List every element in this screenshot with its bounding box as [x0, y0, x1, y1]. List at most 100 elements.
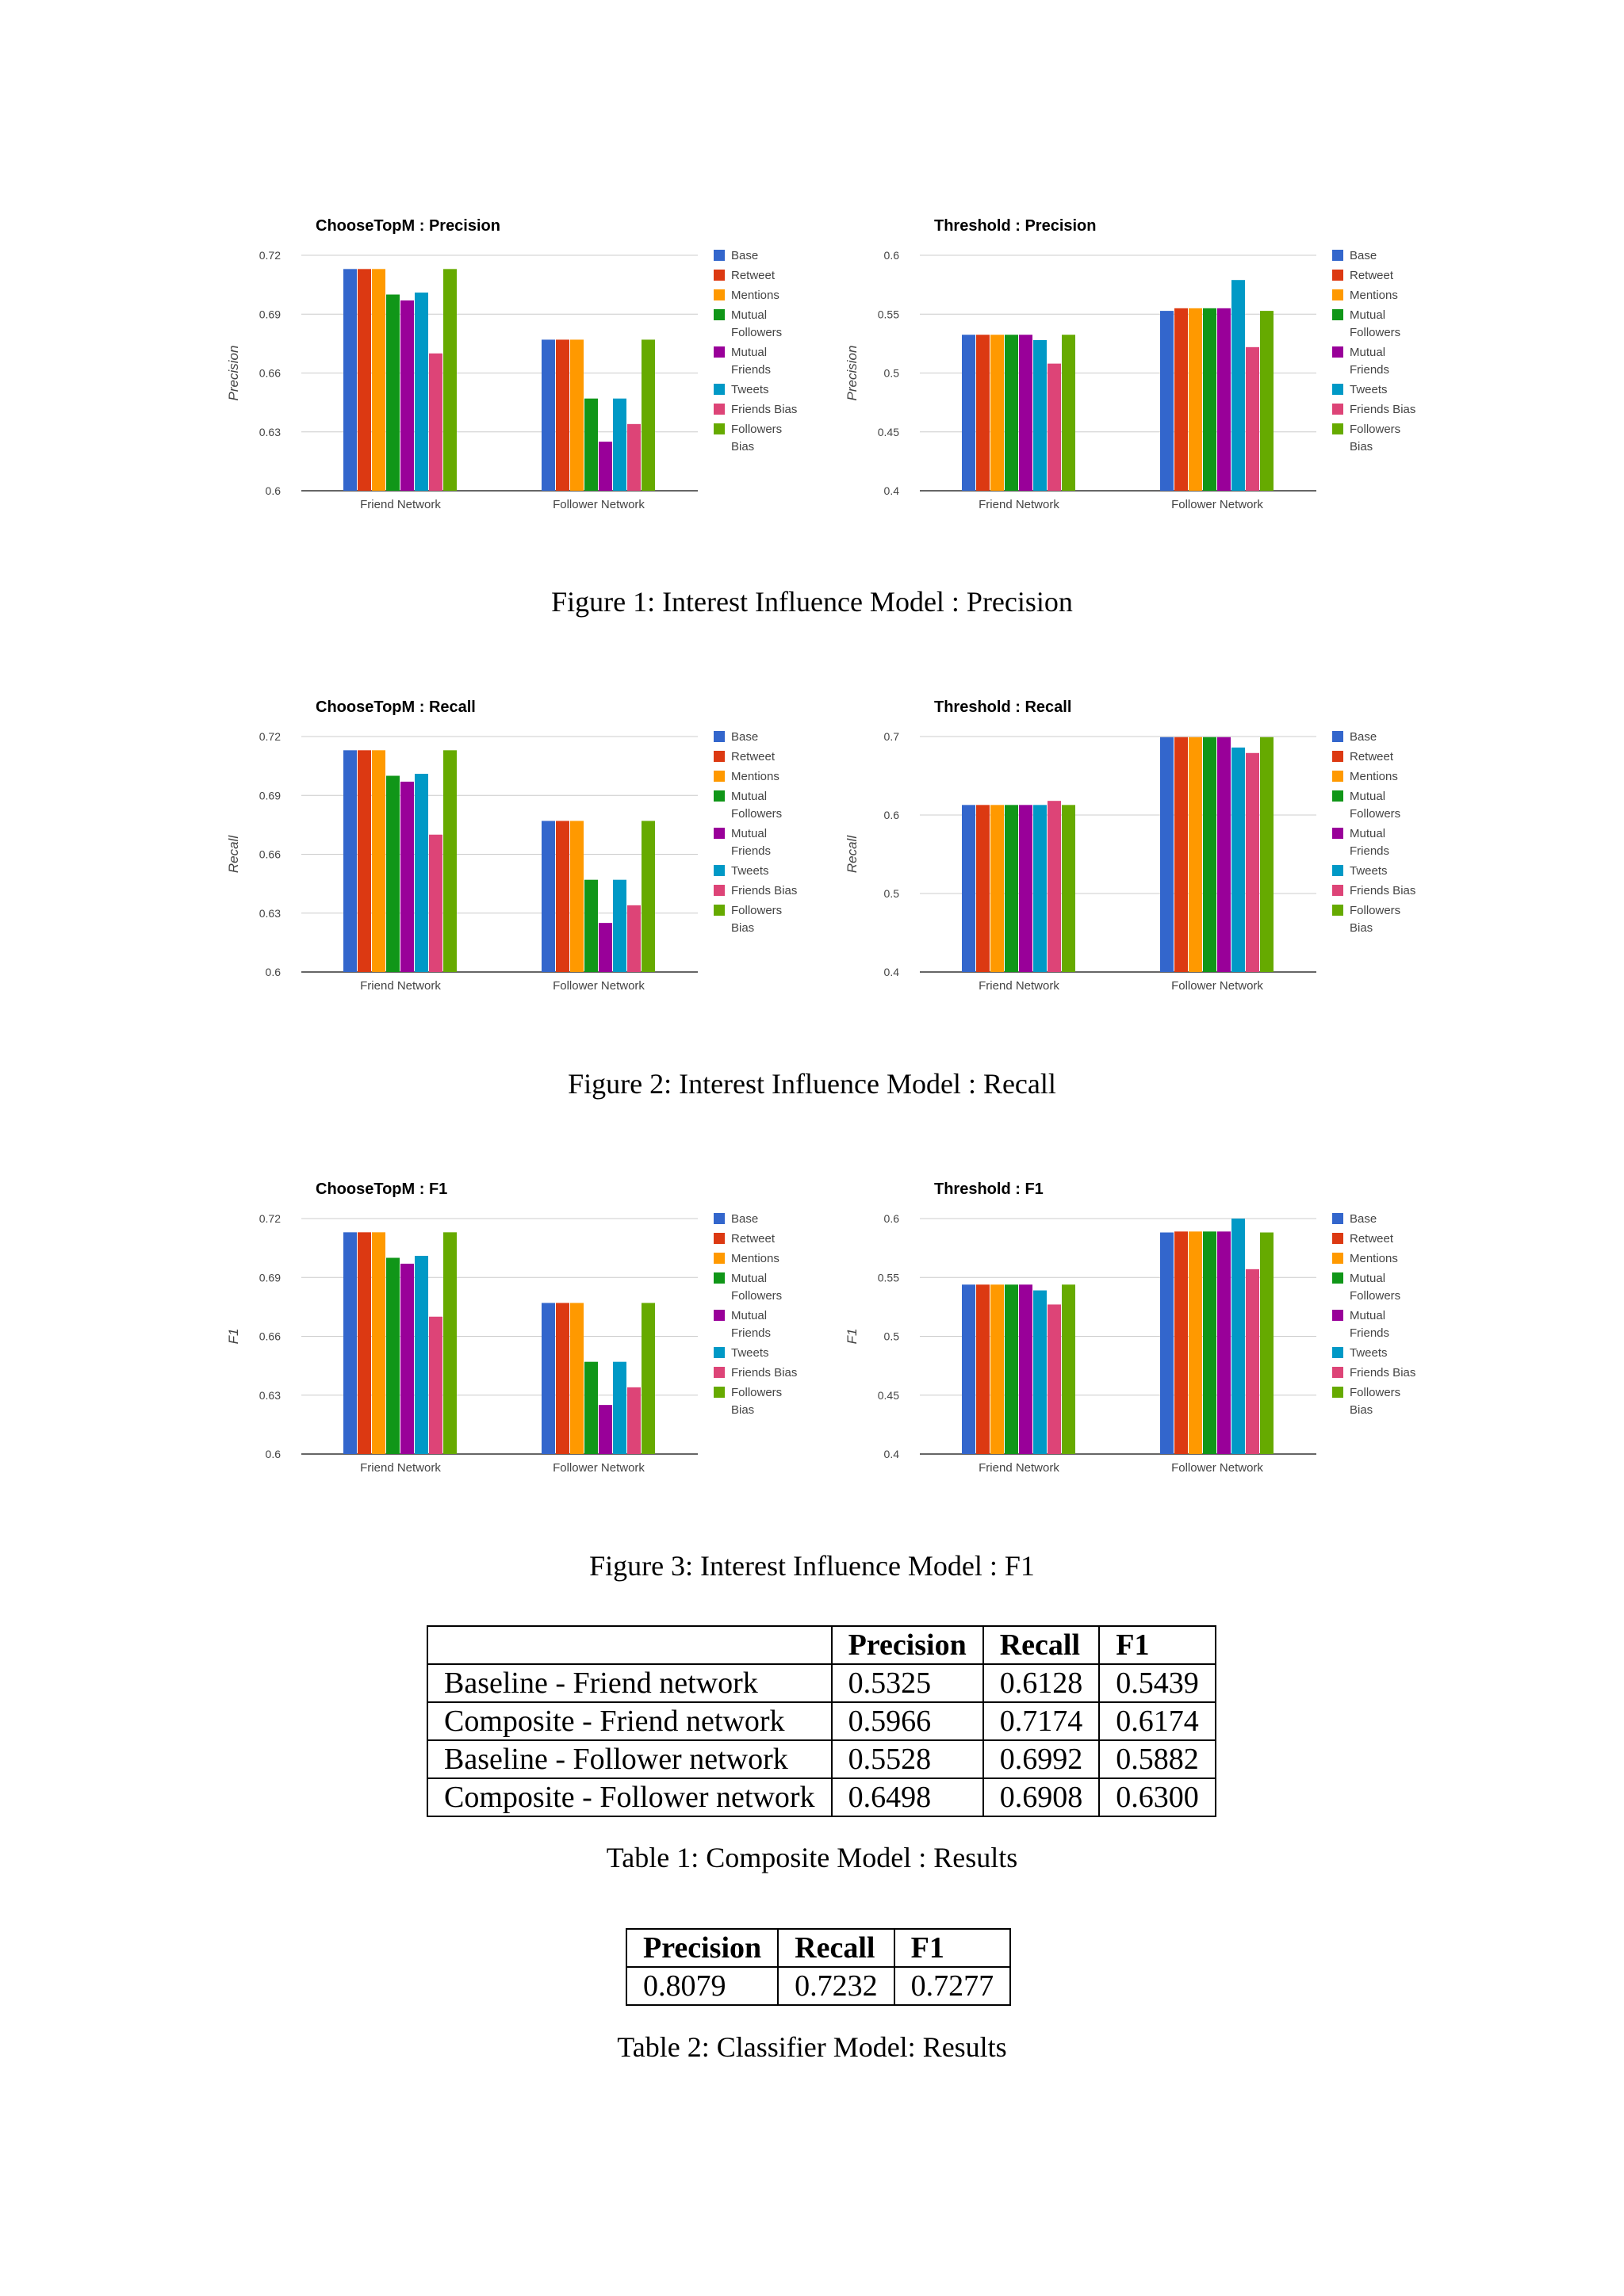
bar [542, 1303, 555, 1454]
bar [1048, 801, 1061, 972]
legend-label: Followers [1350, 904, 1400, 917]
bar [1033, 339, 1047, 491]
legend-label: Mutual [1350, 790, 1385, 803]
bar [642, 821, 655, 972]
bar [1231, 747, 1245, 972]
legend-label: Friends [1350, 1326, 1389, 1340]
table-2-caption: Table 2: Classifier Model: Results [617, 2031, 1007, 2063]
table-header-row: Precision Recall F1 [625, 1928, 1012, 1968]
y-tick-label: 0.7 [884, 730, 900, 743]
bar [1160, 737, 1174, 972]
legend-label: Tweets [731, 864, 769, 878]
legend-label: Followers [731, 807, 782, 821]
legend-swatch [1332, 384, 1343, 395]
table-cell: Composite - Follower network [427, 1777, 833, 1817]
y-tick-label: 0.72 [259, 249, 281, 262]
bar [1160, 1232, 1174, 1454]
bar [976, 1284, 990, 1454]
y-tick-label: 0.66 [259, 848, 281, 861]
y-tick-label: 0.6 [266, 1448, 282, 1460]
table-header-row: Precision Recall F1 [427, 1625, 1216, 1665]
chart-choosetopm-f1: ChooseTopM : F1 F1 0.6 0.63 0.66 0.69 0.72 Frie… [214, 1173, 864, 1530]
bar [1048, 363, 1061, 491]
legend-swatch [714, 771, 725, 782]
bar [429, 834, 442, 972]
chart-choosetopm-recall: ChooseTopM : Recall Recall 0.6 0.63 0.66 0.69… [214, 691, 864, 1048]
bar [400, 781, 414, 972]
legend-label: Mutual [1350, 308, 1385, 322]
legend-swatch [714, 1233, 725, 1244]
legend-label: Followers [1350, 807, 1400, 821]
bar [372, 269, 385, 491]
y-tick-label: 0.6 [266, 966, 282, 978]
table-header-cell: F1 [1098, 1625, 1216, 1665]
y-tick-label: 0.55 [878, 308, 899, 320]
bar [642, 339, 655, 491]
bar [1246, 346, 1259, 491]
table-1-caption: Table 1: Composite Model : Results [606, 1842, 1018, 1873]
legend-swatch [1332, 1347, 1343, 1358]
legend-swatch [1332, 423, 1343, 434]
legend-swatch [714, 790, 725, 802]
y-tick-label: 0.66 [259, 1330, 281, 1343]
y-tick-label: 0.45 [878, 426, 899, 438]
legend-label: Tweets [1350, 383, 1388, 396]
bar [627, 1387, 641, 1454]
legend-label: Followers [1350, 326, 1400, 339]
bar [1189, 737, 1202, 972]
bar [570, 339, 584, 491]
legend-swatch [1332, 885, 1343, 896]
legend-swatch [1332, 905, 1343, 916]
x-tick-label: Friend Network [979, 498, 1059, 511]
legend-label: Mentions [1350, 289, 1398, 302]
bar [443, 750, 457, 972]
bar [599, 1405, 612, 1454]
bar [1217, 308, 1231, 491]
legend-swatch [714, 1387, 725, 1398]
table-cell: Baseline - Follower network [427, 1739, 833, 1779]
legend-label: Followers [731, 326, 782, 339]
bar [962, 335, 975, 491]
legend-label: Friends [731, 1326, 771, 1340]
bar [613, 398, 626, 491]
y-tick-label: 0.6 [884, 809, 900, 821]
bar [1246, 752, 1259, 972]
bar [1019, 335, 1032, 491]
bar [415, 774, 428, 972]
legend-label: Bias [1350, 1403, 1373, 1417]
bar [570, 1303, 584, 1454]
bar [1246, 1269, 1259, 1454]
bar [343, 750, 357, 972]
legend-swatch [1332, 1310, 1343, 1321]
table-cell: Composite - Friend network [427, 1701, 833, 1741]
legend-label: Mutual [731, 1309, 767, 1322]
bar [429, 353, 442, 491]
chart-threshold-recall: Threshold : Recall Recall 0.4 0.5 0.6 0.7 Frie… [833, 691, 1483, 1048]
y-tick-label: 0.5 [884, 887, 900, 900]
table-cell: 0.6908 [982, 1777, 1101, 1817]
table-header-cell: Recall [982, 1625, 1101, 1665]
figure-1-caption: Figure 1: Interest Influence Model : Pre… [551, 586, 1073, 618]
legend-swatch [714, 309, 725, 320]
legend-swatch [714, 1253, 725, 1264]
bar [1062, 1284, 1075, 1454]
legend-label: Retweet [731, 750, 776, 763]
table-header-cell: F1 [893, 1928, 1012, 1968]
bar [976, 335, 990, 491]
bar [962, 805, 975, 972]
bar [556, 1303, 569, 1454]
y-tick-label: 0.72 [259, 730, 281, 743]
y-tick-label: 0.45 [878, 1389, 899, 1402]
legend-swatch [714, 270, 725, 281]
y-tick-label: 0.66 [259, 367, 281, 380]
legend-swatch [714, 828, 725, 839]
legend-swatch [1332, 270, 1343, 281]
bar [1203, 737, 1216, 972]
bar [1231, 1219, 1245, 1454]
y-tick-label: 0.63 [259, 907, 281, 920]
bar [1005, 335, 1018, 491]
bar [343, 1232, 357, 1454]
figure-2-caption: Figure 2: Interest Influence Model : Rec… [568, 1068, 1056, 1100]
bar [400, 300, 414, 491]
legend-label: Retweet [1350, 1232, 1394, 1246]
